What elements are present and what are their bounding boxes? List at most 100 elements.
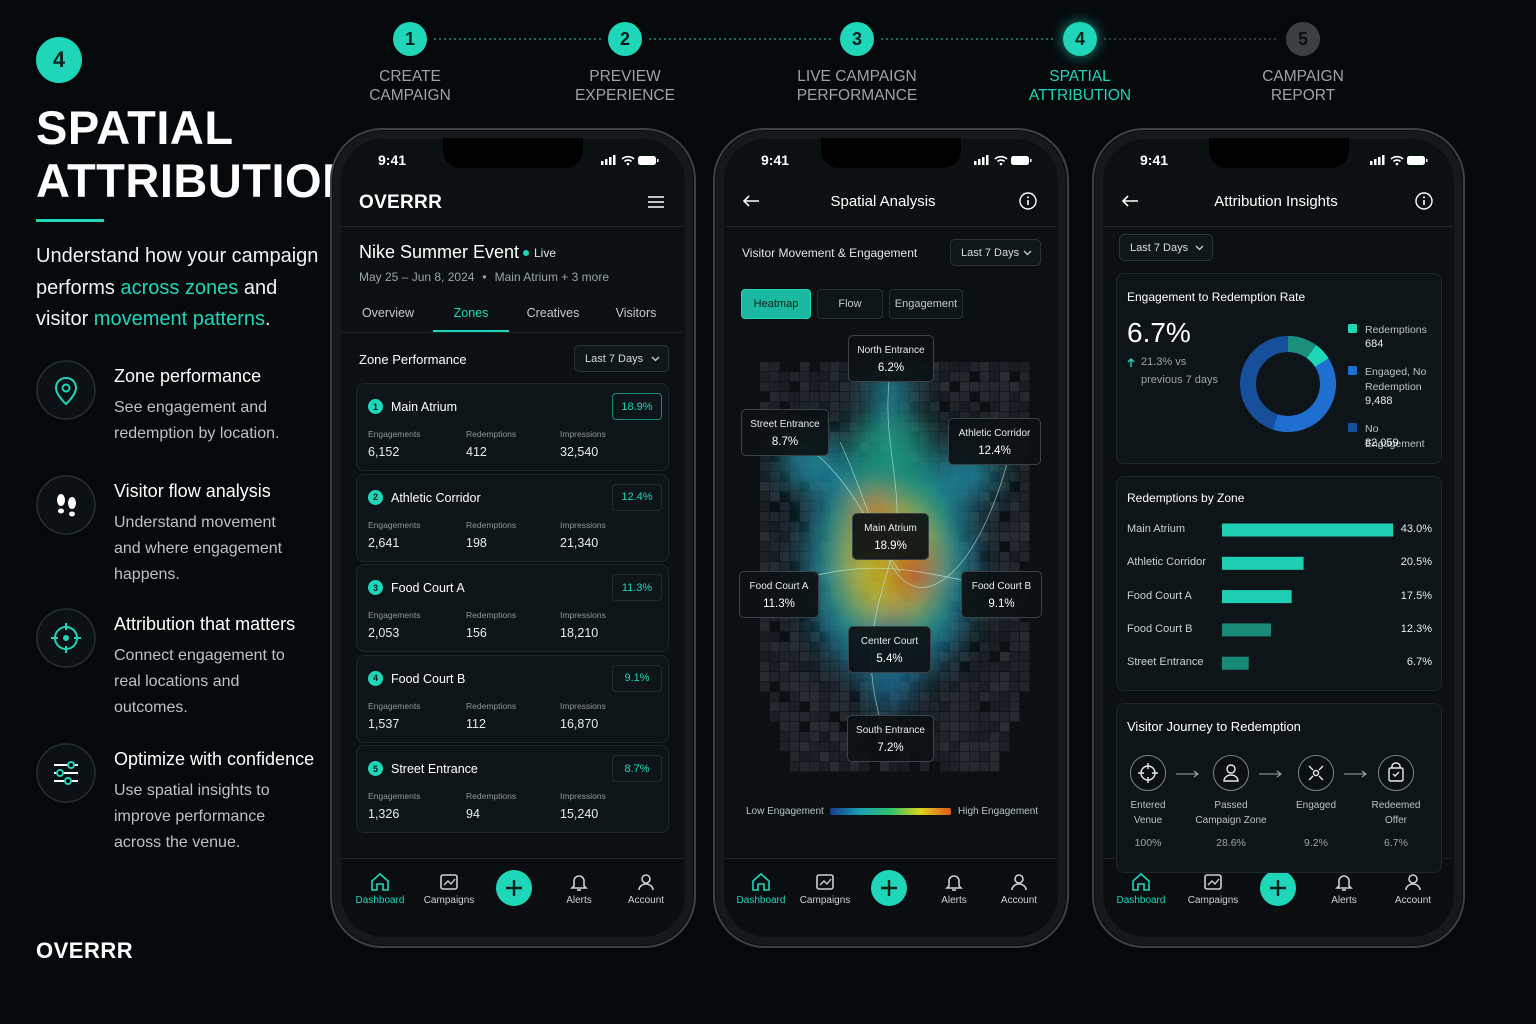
tab[interactable]: Creatives	[526, 306, 580, 320]
decoration	[1020, 512, 1030, 522]
decoration	[790, 532, 800, 542]
decoration	[770, 392, 780, 402]
decoration	[980, 362, 990, 372]
decoration	[800, 732, 810, 742]
chevron	[1023, 250, 1032, 255]
decoration	[960, 412, 970, 422]
app-name: OVERRR	[359, 192, 443, 213]
decoration	[940, 672, 950, 682]
add-button	[496, 870, 532, 906]
decoration	[1423, 196, 1425, 199]
nav-icon	[1132, 872, 1150, 891]
decoration	[36, 360, 96, 420]
decoration	[880, 762, 890, 772]
decoration	[1020, 482, 1030, 492]
decoration	[970, 652, 980, 662]
decoration	[900, 702, 910, 712]
decoration	[800, 692, 810, 702]
decoration	[980, 502, 990, 512]
decoration	[760, 552, 770, 562]
decoration	[970, 622, 980, 632]
decoration	[1020, 362, 1030, 372]
decoration	[960, 712, 970, 722]
decoration	[850, 392, 860, 402]
decoration	[940, 662, 950, 672]
callout-value: 7.2%	[877, 742, 904, 754]
decoration	[940, 752, 950, 762]
decoration	[609, 157, 612, 165]
meta-sep: •	[482, 270, 487, 284]
intro-text: movement patterns	[93, 308, 265, 330]
decoration	[790, 662, 800, 672]
decoration	[1000, 662, 1010, 672]
decoration	[760, 672, 770, 682]
feature-icon	[36, 743, 96, 803]
tab[interactable]: Zones	[453, 306, 489, 320]
decoration	[1130, 755, 1166, 791]
decoration	[1370, 161, 1373, 165]
decoration	[930, 422, 940, 432]
bar-label: Athletic Corridor	[1127, 556, 1206, 569]
decoration	[970, 692, 980, 702]
decoration	[840, 762, 850, 772]
decoration	[840, 732, 850, 742]
nav-label: Alerts	[941, 895, 967, 906]
decoration	[920, 692, 930, 702]
status-time: 9:41	[378, 152, 407, 168]
decoration	[950, 762, 960, 772]
metric-label: Engagements	[368, 700, 421, 711]
step-circle: 1	[393, 22, 427, 56]
step-label: PERFORMANCE	[796, 87, 918, 104]
journey-value: 100%	[1134, 837, 1162, 849]
decoration	[960, 372, 970, 382]
mode-toggle[interactable]: Engagement	[889, 289, 963, 319]
decoration	[830, 432, 840, 442]
decoration	[800, 362, 810, 372]
zone-rank: 3	[368, 580, 383, 595]
brand: OVERRR	[36, 938, 134, 963]
feature-text: Connect engagement to real locations and…	[114, 647, 285, 716]
decoration	[990, 712, 1000, 722]
step-circle: 4	[1063, 22, 1097, 56]
decoration	[990, 622, 1000, 632]
decoration	[860, 392, 870, 402]
decoration	[960, 632, 970, 642]
decoration	[960, 722, 970, 732]
decoration	[860, 402, 870, 412]
decoration	[970, 362, 980, 372]
event-meta: May 25 – Jun 8, 2024 • Main Atrium + 3 mor…	[359, 270, 609, 284]
decoration	[990, 642, 1000, 652]
tab[interactable]: Visitors	[615, 306, 657, 320]
decoration	[790, 682, 800, 692]
decoration	[940, 372, 950, 382]
mode-toggle[interactable]: Flow	[817, 289, 883, 319]
decoration	[990, 552, 1000, 562]
decoration	[840, 442, 850, 452]
decoration	[770, 532, 780, 542]
decoration	[1207, 878, 1220, 886]
decoration	[1298, 755, 1334, 791]
tab[interactable]: Overview	[361, 306, 415, 320]
decoration	[760, 662, 770, 672]
decoration	[980, 412, 990, 422]
decoration	[930, 732, 940, 742]
decoration	[638, 156, 656, 165]
card-title: Redemptions by Zone	[1127, 491, 1245, 505]
bar-label: Street Entrance	[1127, 656, 1204, 669]
decoration	[810, 742, 820, 752]
decoration	[780, 512, 790, 522]
decoration	[990, 412, 1000, 422]
decoration	[1000, 462, 1010, 472]
decoration	[980, 622, 990, 632]
decoration	[1000, 742, 1010, 752]
decoration	[1000, 652, 1010, 662]
nav-label: Dashboard	[736, 895, 786, 906]
decoration	[779, 431, 1011, 588]
decoration	[440, 874, 458, 890]
status-icons	[1370, 155, 1428, 166]
mode-toggle[interactable]: Heatmap	[741, 289, 811, 319]
journey-value: 28.6%	[1216, 837, 1246, 849]
decoration	[770, 472, 780, 482]
decoration	[830, 682, 840, 692]
decoration	[1010, 672, 1020, 682]
